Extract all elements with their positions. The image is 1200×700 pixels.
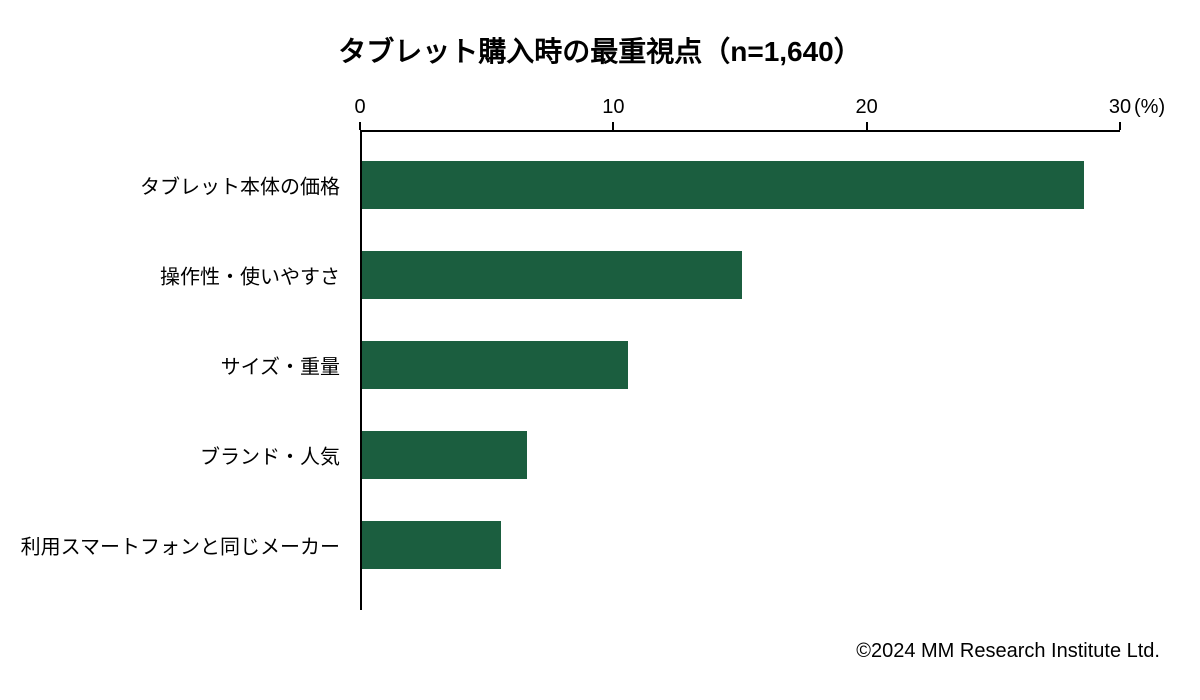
- x-tick-mark: [359, 122, 361, 130]
- x-axis-line: [360, 130, 1120, 132]
- bar: [362, 341, 628, 389]
- x-axis-unit: (%): [1134, 96, 1165, 119]
- x-tick-label: 20: [856, 96, 878, 119]
- x-tick-mark: [1119, 122, 1121, 130]
- category-label: サイズ・重量: [0, 351, 340, 380]
- copyright-text: ©2024 MM Research Institute Ltd.: [856, 640, 1160, 663]
- bar: [362, 251, 742, 299]
- x-tick-label: 0: [354, 96, 365, 119]
- category-label: タブレット本体の価格: [0, 171, 340, 200]
- plot-area: 0102030(%): [360, 130, 1120, 610]
- x-tick-label: 30: [1109, 96, 1131, 119]
- category-label: ブランド・人気: [0, 441, 340, 470]
- x-tick-mark: [612, 122, 614, 130]
- category-label: 操作性・使いやすさ: [0, 261, 340, 290]
- chart-container: タブレット購入時の最重視点（n=1,640） 0102030(%) ©2024 …: [0, 0, 1200, 700]
- bar: [362, 521, 501, 569]
- bar: [362, 161, 1084, 209]
- category-label: 利用スマートフォンと同じメーカー: [0, 531, 340, 560]
- bar: [362, 431, 527, 479]
- x-tick-label: 10: [602, 96, 624, 119]
- x-tick-mark: [866, 122, 868, 130]
- chart-title: タブレット購入時の最重視点（n=1,640）: [0, 30, 1200, 70]
